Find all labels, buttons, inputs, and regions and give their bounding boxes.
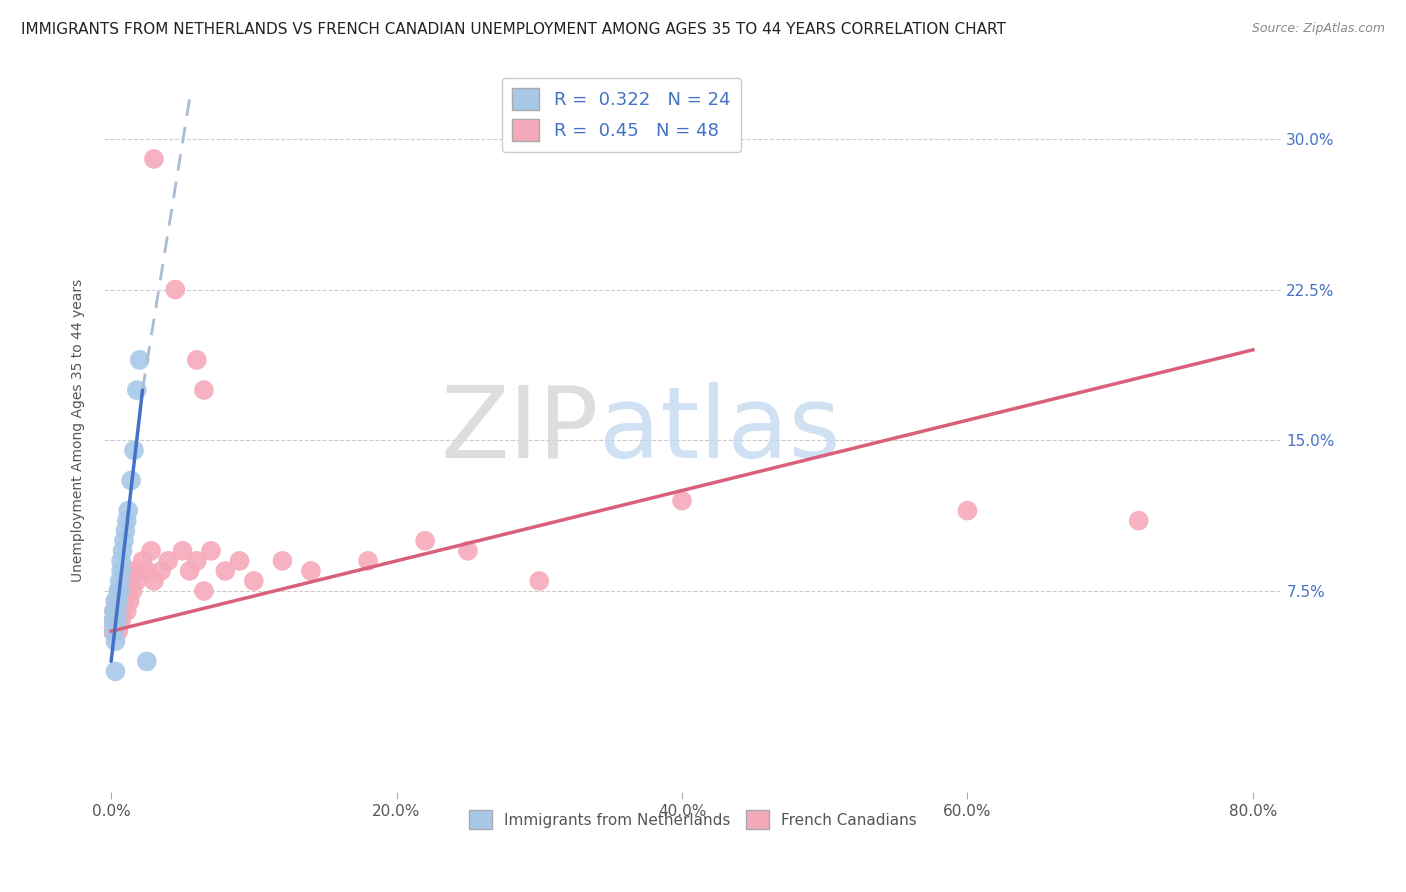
Point	[107, 624, 129, 639]
Point	[128, 352, 150, 367]
Point	[105, 604, 128, 618]
Point	[457, 544, 479, 558]
Point	[110, 614, 132, 628]
Point	[186, 352, 208, 367]
Point	[117, 503, 139, 517]
Point	[104, 594, 127, 608]
Point	[115, 514, 138, 528]
Point	[186, 554, 208, 568]
Point	[114, 524, 136, 538]
Point	[200, 544, 222, 558]
Point	[104, 665, 127, 679]
Point	[120, 574, 142, 588]
Point	[413, 533, 436, 548]
Point	[121, 584, 143, 599]
Point	[120, 474, 142, 488]
Point	[117, 584, 139, 599]
Point	[529, 574, 551, 588]
Point	[122, 564, 145, 578]
Point	[103, 614, 125, 628]
Point	[108, 574, 131, 588]
Point	[165, 283, 187, 297]
Point	[104, 624, 127, 639]
Point	[108, 604, 131, 618]
Point	[142, 152, 165, 166]
Point	[142, 574, 165, 588]
Point	[118, 594, 141, 608]
Point	[299, 564, 322, 578]
Point	[193, 584, 215, 599]
Point	[193, 383, 215, 397]
Point	[105, 614, 128, 628]
Point	[104, 634, 127, 648]
Point	[111, 604, 134, 618]
Point	[135, 654, 157, 668]
Point	[125, 574, 148, 588]
Point	[671, 493, 693, 508]
Point	[110, 554, 132, 568]
Point	[101, 624, 124, 639]
Point	[243, 574, 266, 588]
Y-axis label: Unemployment Among Ages 35 to 44 years: Unemployment Among Ages 35 to 44 years	[72, 278, 86, 582]
Point	[111, 544, 134, 558]
Point	[107, 584, 129, 599]
Point	[135, 564, 157, 578]
Point	[128, 564, 150, 578]
Point	[101, 614, 124, 628]
Point	[112, 533, 135, 548]
Point	[131, 554, 153, 568]
Legend: Immigrants from Netherlands, French Canadians: Immigrants from Netherlands, French Cana…	[463, 804, 922, 835]
Point	[107, 594, 129, 608]
Point	[108, 584, 131, 599]
Point	[105, 614, 128, 628]
Point	[111, 584, 134, 599]
Text: IMMIGRANTS FROM NETHERLANDS VS FRENCH CANADIAN UNEMPLOYMENT AMONG AGES 35 TO 44 : IMMIGRANTS FROM NETHERLANDS VS FRENCH CA…	[21, 22, 1005, 37]
Point	[228, 554, 250, 568]
Point	[115, 604, 138, 618]
Point	[110, 564, 132, 578]
Point	[125, 383, 148, 397]
Point	[139, 544, 162, 558]
Point	[1128, 514, 1150, 528]
Text: atlas: atlas	[599, 382, 841, 479]
Point	[103, 624, 125, 639]
Point	[114, 574, 136, 588]
Point	[107, 594, 129, 608]
Point	[103, 604, 125, 618]
Text: ZIP: ZIP	[440, 382, 599, 479]
Point	[108, 584, 131, 599]
Point	[172, 544, 194, 558]
Text: Source: ZipAtlas.com: Source: ZipAtlas.com	[1251, 22, 1385, 36]
Point	[104, 594, 127, 608]
Point	[179, 564, 201, 578]
Point	[214, 564, 236, 578]
Point	[105, 604, 128, 618]
Point	[112, 594, 135, 608]
Point	[956, 503, 979, 517]
Point	[271, 554, 294, 568]
Point	[122, 443, 145, 458]
Point	[157, 554, 180, 568]
Point	[357, 554, 380, 568]
Point	[110, 594, 132, 608]
Point	[150, 564, 173, 578]
Point	[103, 604, 125, 618]
